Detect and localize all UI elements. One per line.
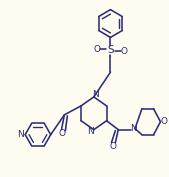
Text: N: N — [17, 130, 24, 139]
Text: O: O — [93, 45, 100, 54]
Text: N: N — [92, 90, 99, 99]
Text: O: O — [59, 129, 66, 138]
Text: N: N — [130, 124, 136, 133]
Text: S: S — [107, 45, 114, 55]
Text: O: O — [121, 47, 128, 56]
Text: N: N — [88, 127, 94, 136]
Text: O: O — [161, 117, 168, 126]
Text: O: O — [110, 142, 117, 151]
